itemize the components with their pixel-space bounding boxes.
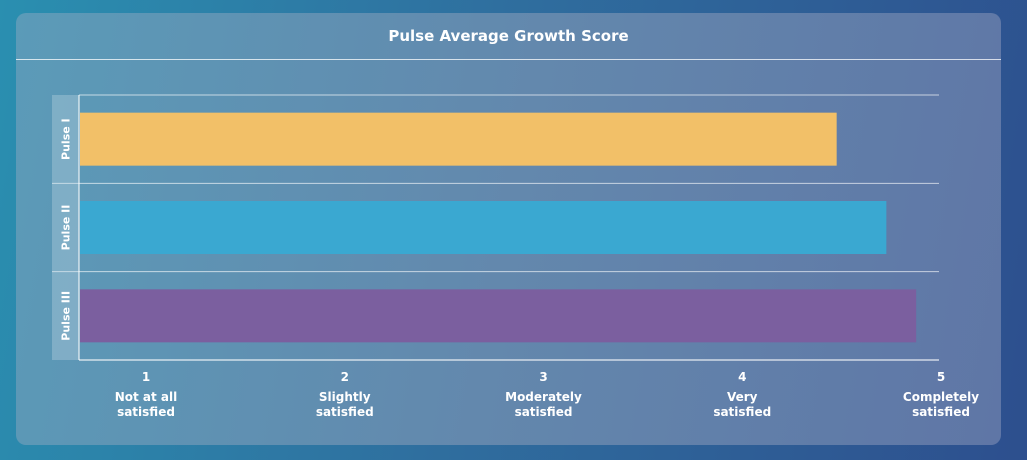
x-tick-label: 2	[341, 370, 349, 384]
x-tick-description: Not at all	[115, 390, 178, 404]
category-label: Pulse I	[60, 118, 73, 160]
x-tick-label: 4	[738, 370, 746, 384]
x-tick-description: Very	[727, 390, 758, 404]
x-tick-label: 1	[142, 370, 150, 384]
bar-pulse-iii	[80, 289, 917, 343]
category-label-column	[52, 95, 79, 360]
x-tick-label: 5	[937, 370, 945, 384]
x-tick-description: satisfied	[316, 405, 374, 419]
bar-pulse-i	[80, 112, 837, 166]
x-tick-description: satisfied	[515, 405, 573, 419]
x-tick-description: satisfied	[117, 405, 175, 419]
x-tick-description: Completely	[903, 390, 979, 404]
title-divider	[16, 59, 1001, 60]
x-tick-description: Slightly	[319, 390, 371, 404]
bar-pulse-ii	[80, 201, 887, 254]
category-label: Pulse II	[60, 205, 73, 251]
chart-card: Pulse Average Growth Score Pulse I Pulse …	[16, 13, 1001, 445]
x-tick-description: satisfied	[912, 405, 970, 419]
category-label: Pulse III	[60, 291, 73, 341]
x-tick-description: Moderately	[505, 390, 582, 404]
x-tick-label: 3	[539, 370, 547, 384]
x-tick-description: satisfied	[713, 405, 771, 419]
chart-title: Pulse Average Growth Score	[388, 27, 629, 45]
